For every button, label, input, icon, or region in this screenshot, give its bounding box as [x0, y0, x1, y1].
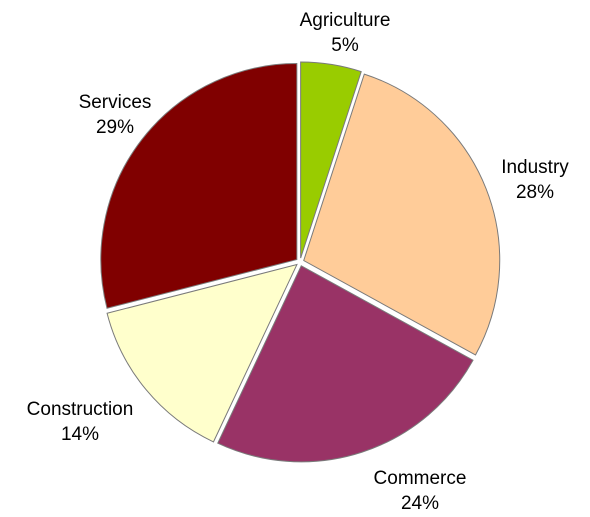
- pie-percent-services: 29%: [96, 117, 134, 138]
- pie-label-services: Services: [79, 92, 152, 113]
- pie-labels: Agriculture 5% Industry 28% Commerce 24% Const…: [27, 10, 570, 514]
- pie-percent-construction: 14%: [61, 424, 99, 445]
- pie-percent-commerce: 24%: [401, 493, 439, 514]
- pie-slice-services: [100, 63, 298, 309]
- pie-slice-construction: [106, 263, 298, 443]
- pie-percent-agriculture: 5%: [331, 35, 359, 56]
- pie-label-construction: Construction: [27, 399, 134, 420]
- pie-label-industry: Industry: [501, 157, 569, 178]
- pie-label-agriculture: Agriculture: [300, 10, 391, 31]
- pie-slice-industry: [303, 73, 501, 356]
- pie-percent-industry: 28%: [516, 182, 554, 203]
- pie-slices: [100, 61, 501, 463]
- pie-slice-commerce: [217, 265, 474, 463]
- pie-label-commerce: Commerce: [374, 468, 467, 489]
- pie-slice-agriculture: [300, 61, 362, 259]
